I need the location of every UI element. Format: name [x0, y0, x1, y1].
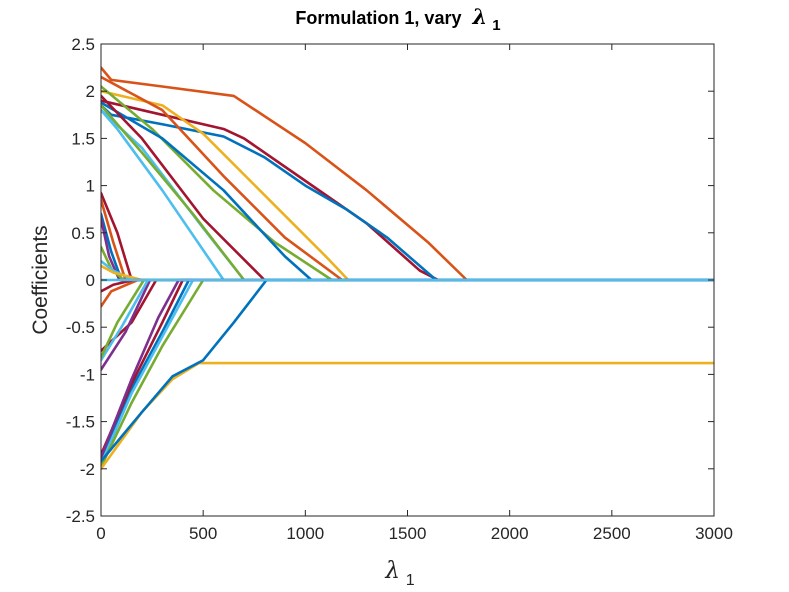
- y-tick-label: -1: [80, 365, 95, 384]
- x-tick-label: 2000: [491, 524, 529, 543]
- tick-layer: 0 500 1000 1500 2000 2500 3000 -2.5 -2 -1.5 -1 -0.5…: [66, 35, 733, 543]
- y-tick-label: -1.5: [66, 413, 95, 432]
- y-tick-label: 2: [86, 82, 95, 101]
- y-axis-label: Coefficients: [29, 225, 52, 334]
- series-line-17: [101, 259, 714, 282]
- y-tick-label: 0.5: [71, 224, 95, 243]
- y-tick-label: 1: [86, 177, 95, 196]
- y-tick-label: -0.5: [66, 318, 95, 337]
- series-line-3: [101, 104, 714, 282]
- series-line-30: [101, 361, 714, 471]
- series-line-27: [101, 278, 714, 466]
- x-axis-label-lambda: λ: [384, 558, 400, 584]
- x-tick-label: 500: [189, 524, 217, 543]
- chart-title: Formulation 1, vary λ 1: [295, 4, 500, 34]
- series-line-18: [101, 264, 714, 282]
- plot-area: 0 500 1000 1500 2000 2500 3000 -2.5 -2 -1.5 -1 -0.5…: [66, 35, 733, 543]
- series-line-8: [101, 94, 714, 282]
- chart-title-text: Formulation 1, vary: [295, 8, 461, 28]
- series-line-28: [101, 278, 714, 469]
- series-line-31: [101, 278, 714, 463]
- chart-title-lambda: λ: [471, 4, 487, 29]
- chart-title-subscript: 1: [492, 17, 500, 34]
- x-axis-label: λ 1: [384, 558, 414, 589]
- y-tick-label: 0: [86, 271, 95, 290]
- series-line-21: [101, 278, 714, 353]
- series-line-29: [101, 278, 714, 459]
- y-tick-label: -2.5: [66, 507, 95, 526]
- series-line-13: [101, 198, 714, 282]
- series-line-4: [101, 89, 714, 282]
- x-tick-label: 2500: [593, 524, 631, 543]
- series-line-1: [101, 66, 714, 282]
- x-tick-label: 3000: [695, 524, 733, 543]
- series-line-25: [101, 278, 714, 461]
- x-tick-label: 1500: [389, 524, 427, 543]
- series-line-23: [101, 278, 714, 362]
- series-line-16: [101, 245, 714, 282]
- series-line-19: [101, 278, 714, 308]
- x-axis-label-subscript: 1: [406, 572, 415, 589]
- x-tick-label: 1000: [286, 524, 324, 543]
- y-tick-label: 2.5: [71, 35, 95, 54]
- series-line-6: [101, 85, 714, 282]
- series-line-5: [101, 75, 714, 282]
- series-line-22: [101, 278, 714, 371]
- series-line-15: [101, 217, 714, 282]
- series-line-24: [101, 278, 714, 359]
- y-tick-label: -2: [80, 460, 95, 479]
- x-tick-label: 0: [96, 524, 105, 543]
- series-layer: [101, 66, 714, 471]
- y-tick-label: 1.5: [71, 129, 95, 148]
